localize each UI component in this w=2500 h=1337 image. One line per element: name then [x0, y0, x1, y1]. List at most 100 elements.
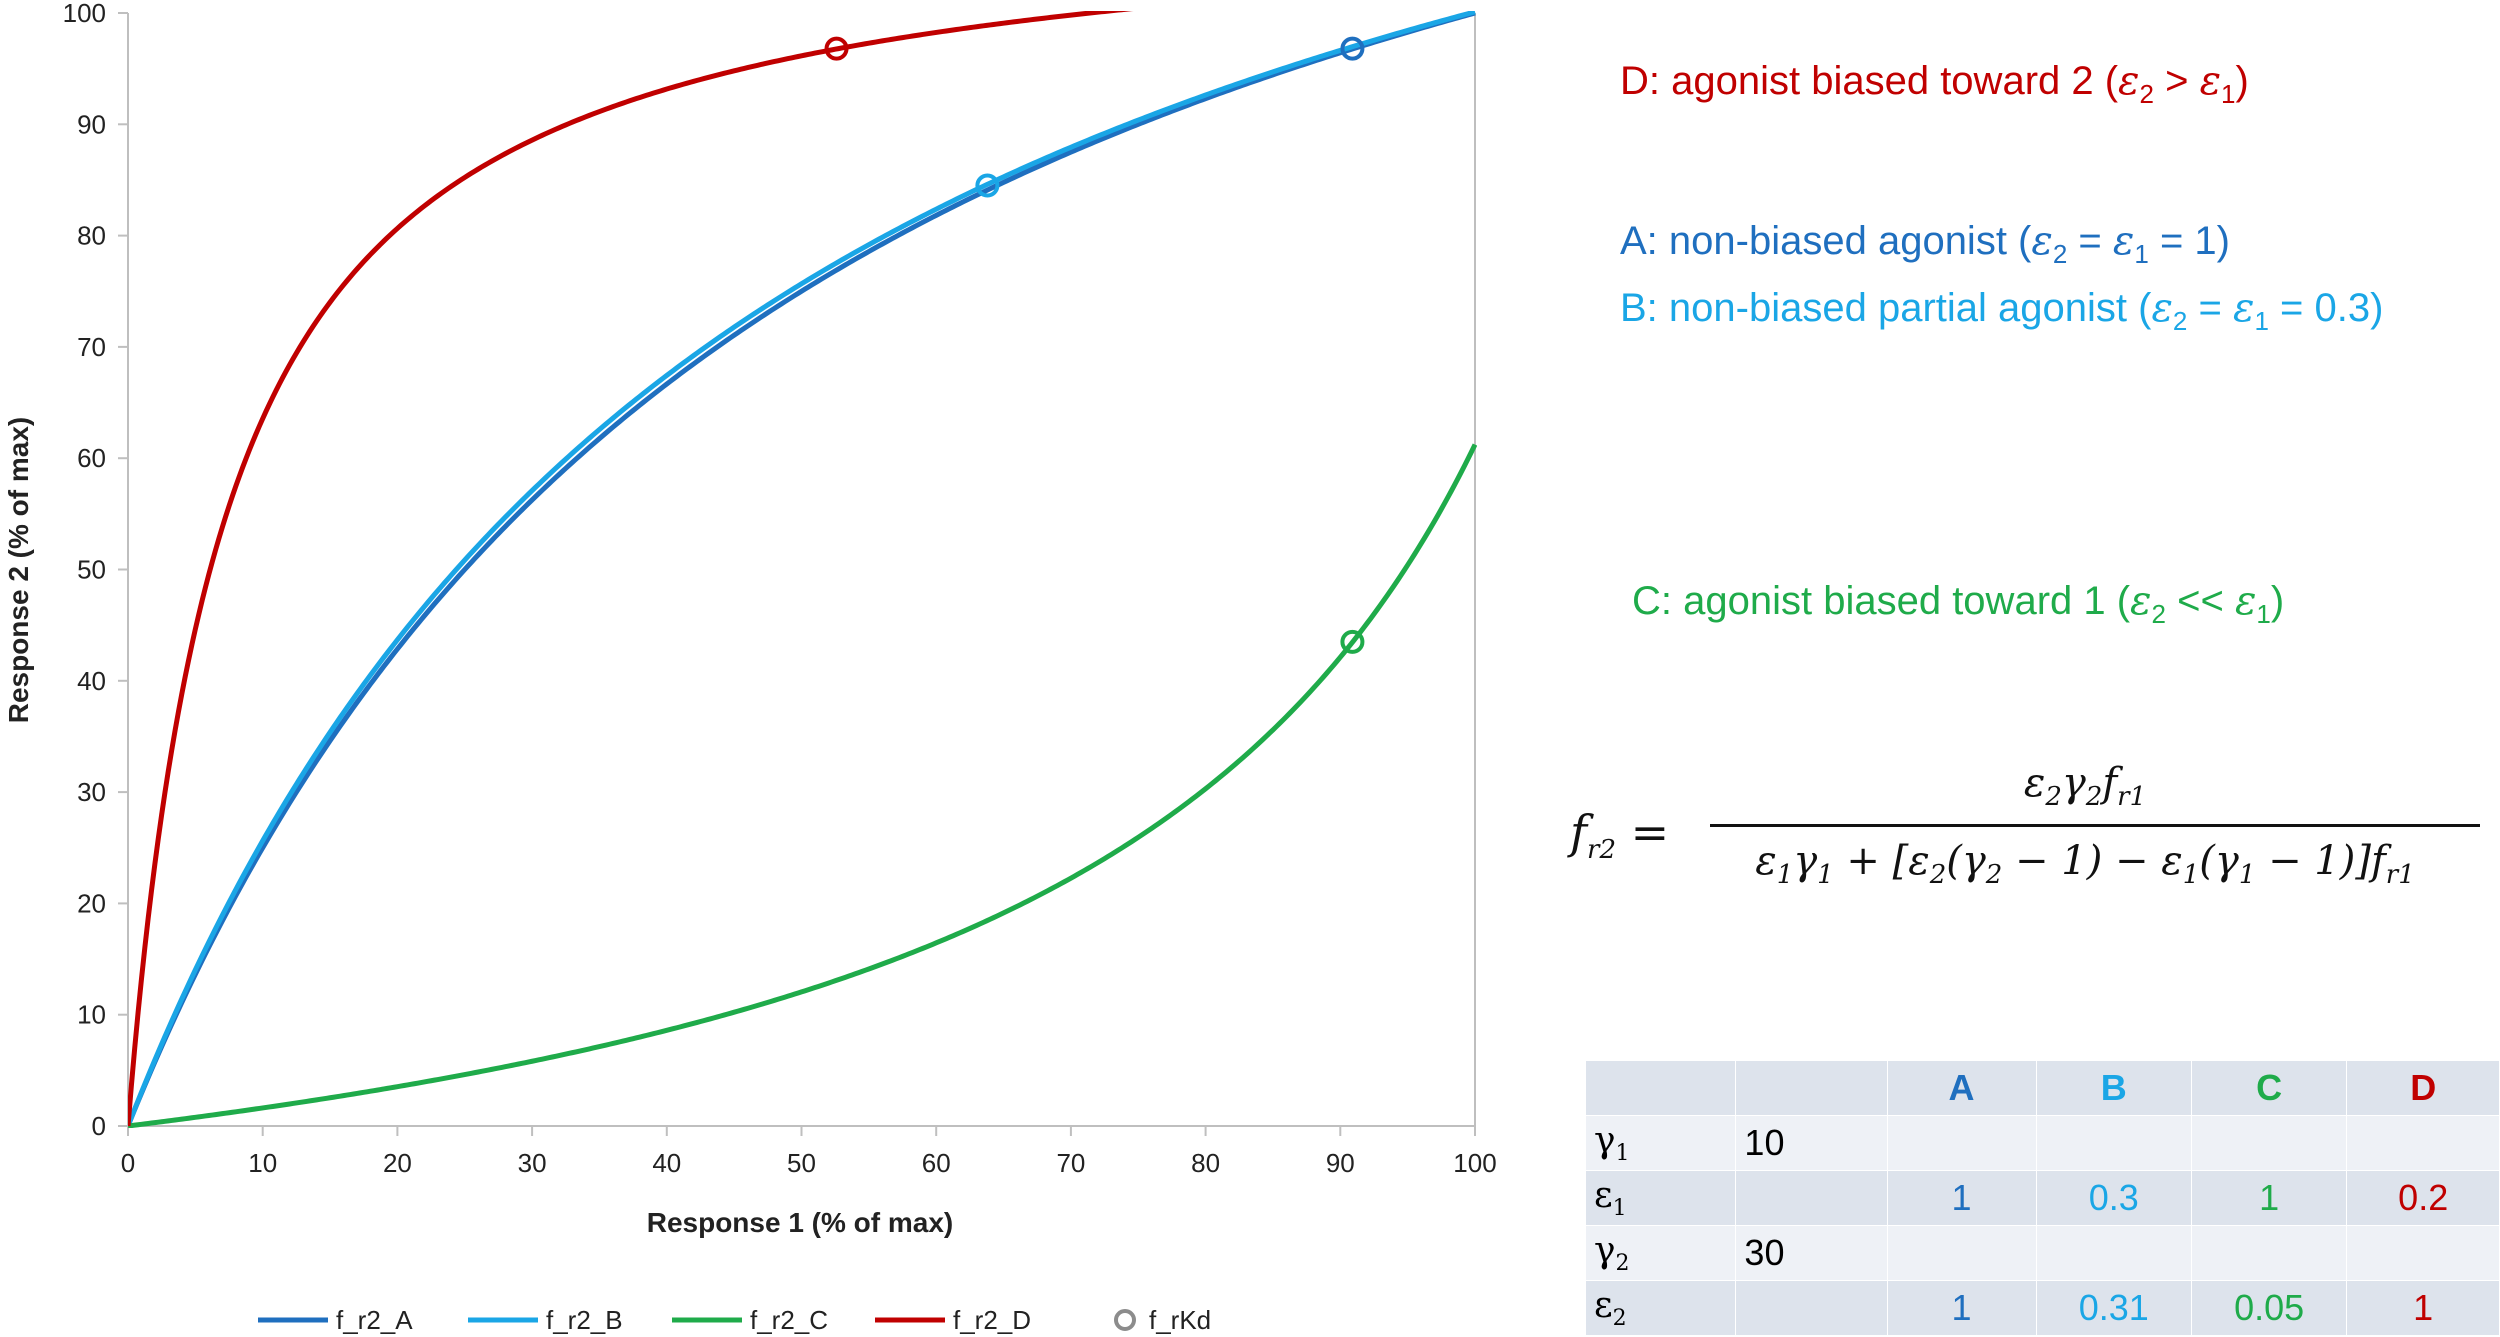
formula-numerator: ε2γ2fr1 — [2023, 760, 2147, 812]
eps2-d: 1 — [2346, 1280, 2500, 1336]
parameter-table: A B C D γ1 10 ε1 1 0.3 1 0.2 γ2 30 ε2 1 … — [1584, 1060, 2500, 1336]
legend-item: f_r2_B — [468, 1305, 623, 1335]
y-tick-label: 50 — [77, 555, 106, 585]
y-tick-label: 80 — [77, 221, 106, 251]
annotation-b-suffix: = 0.3) — [2268, 286, 2384, 330]
legend-label: f_r2_A — [336, 1305, 413, 1335]
annotation-d-prefix: D: agonist biased toward 2 ( — [1620, 59, 2119, 103]
y-tick-label: 10 — [77, 1000, 106, 1030]
annotation-b: B: non-biased partial agonist (ε2 = ε1 =… — [1620, 285, 2384, 336]
legend-label: f_r2_C — [750, 1305, 828, 1335]
table-row-eps2: ε2 1 0.31 0.05 1 — [1584, 1280, 2500, 1336]
table-header-c: C — [2190, 1060, 2348, 1116]
series-line-b — [128, 11, 1476, 1127]
legend-label: f_r2_D — [953, 1305, 1031, 1335]
x-tick-label: 80 — [1191, 1148, 1220, 1178]
y-tick-label: 20 — [77, 888, 106, 918]
y-tick-label: 100 — [63, 0, 106, 28]
annotation-b-mid: = — [2187, 286, 2233, 330]
table-cell — [2190, 1115, 2348, 1171]
table-cell — [2346, 1115, 2500, 1171]
kd-marker-b — [975, 173, 1000, 198]
table-cell — [1735, 1060, 1888, 1116]
annotation-a: A: non-biased agonist (ε2 = ε1 = 1) — [1620, 218, 2230, 269]
eps2-b: 0.31 — [2035, 1280, 2192, 1336]
table-cell — [1886, 1225, 2037, 1281]
y-tick-label: 0 — [92, 1111, 106, 1141]
series-line-a — [128, 11, 1476, 1127]
annotation-a-prefix: A: non-biased agonist ( — [1620, 219, 2032, 263]
eps2-c: 0.05 — [2190, 1280, 2348, 1336]
table-cell — [2035, 1115, 2192, 1171]
legend-item: f_r2_A — [258, 1305, 413, 1335]
legend-marker-swatch — [1114, 1309, 1136, 1331]
legend-item: f_r2_D — [875, 1305, 1031, 1335]
table-cell — [1886, 1115, 2037, 1171]
table-cell — [1735, 1280, 1888, 1336]
annotation-c-prefix: C: agonist biased toward 1 ( — [1632, 579, 2131, 623]
x-tick-label: 90 — [1326, 1148, 1355, 1178]
legend-item: f_r2_C — [672, 1305, 828, 1335]
table-row-gamma2: γ2 30 — [1584, 1225, 2500, 1281]
legend-item: f_rKd — [1114, 1305, 1211, 1335]
series-line-d — [128, 11, 1134, 1127]
table-cell — [2190, 1225, 2348, 1281]
kd-marker-d — [824, 36, 849, 61]
eps1-d: 0.2 — [2346, 1170, 2500, 1226]
kd-marker-a — [1340, 36, 1365, 61]
gamma2-value: 30 — [1735, 1225, 1888, 1281]
series-lines — [128, 11, 1477, 1128]
x-tick-label: 20 — [383, 1148, 412, 1178]
y-axis-title: Response 2 (% of max) — [3, 417, 34, 724]
x-tick-label: 30 — [518, 1148, 547, 1178]
symbol-gamma1: γ1 — [1584, 1115, 1737, 1171]
x-tick-label: 60 — [922, 1148, 951, 1178]
table-header-a: A — [1886, 1060, 2037, 1116]
formula-fraction-bar — [1710, 824, 2480, 827]
eps1-a: 1 — [1886, 1170, 2037, 1226]
annotation-c-relation: << — [2165, 579, 2235, 623]
legend-label: f_rKd — [1149, 1305, 1211, 1335]
annotation-c-suffix: ) — [2270, 579, 2285, 623]
eps1-c: 1 — [2190, 1170, 2348, 1226]
y-tick-label: 60 — [77, 443, 106, 473]
symbol-gamma2: γ2 — [1584, 1225, 1737, 1281]
table-cell — [2035, 1225, 2192, 1281]
table-cell — [1584, 1060, 1737, 1116]
table-header-row: A B C D — [1584, 1060, 2500, 1116]
formula-denominator: ε1γ1 + [ε2(γ2 − 1) − ε1(γ1 − 1)]fr1 — [1755, 838, 2415, 890]
annotation-b-prefix: B: non-biased partial agonist ( — [1620, 286, 2152, 330]
table-row-gamma1: γ1 10 — [1584, 1115, 2500, 1171]
table-header-d: D — [2346, 1060, 2500, 1116]
annotation-d: D: agonist biased toward 2 (ε2 > ε1) — [1620, 58, 2249, 109]
annotation-d-relation: > — [2153, 59, 2200, 103]
annotation-c: C: agonist biased toward 1 (ε2 << ε1) — [1632, 578, 2285, 629]
x-tick-label: 0 — [121, 1148, 135, 1178]
y-tick-label: 30 — [77, 777, 106, 807]
eps2-a: 1 — [1886, 1280, 2037, 1336]
y-tick-label: 90 — [77, 109, 106, 139]
x-tick-label: 70 — [1056, 1148, 1085, 1178]
eps1-b: 0.3 — [2035, 1170, 2192, 1226]
formula-lhs: fr2 = — [1570, 805, 1670, 866]
symbol-eps1: ε1 — [1584, 1170, 1737, 1226]
table-cell — [2346, 1225, 2500, 1281]
x-tick-label: 10 — [248, 1148, 277, 1178]
x-tick-label: 100 — [1453, 1148, 1496, 1178]
y-tick-label: 40 — [77, 666, 106, 696]
annotation-d-suffix: ) — [2235, 59, 2249, 103]
table-row-eps1: ε1 1 0.3 1 0.2 — [1584, 1170, 2500, 1226]
legend-label: f_r2_B — [546, 1305, 623, 1335]
symbol-eps2: ε2 — [1584, 1280, 1737, 1336]
kd-marker-c — [1340, 629, 1365, 654]
legend: f_r2_A f_r2_B f_r2_C f_r2_D f_rKd — [258, 1305, 1211, 1335]
y-tick-label: 70 — [77, 332, 106, 362]
formula: fr2 = ε2γ2fr1 ε1γ1 + [ε2(γ2 − 1) − ε1(γ1… — [1570, 760, 2480, 900]
x-axis-title: Response 1 (% of max) — [647, 1207, 954, 1238]
table-cell — [1735, 1170, 1888, 1226]
gamma1-value: 10 — [1735, 1115, 1888, 1171]
annotation-a-mid: = — [2067, 219, 2113, 263]
plot-area: 0 10 20 30 40 50 60 70 80 90 100 0 10 20 30 40 50 60 70 80 9… — [63, 0, 1497, 1178]
x-tick-label: 50 — [787, 1148, 816, 1178]
